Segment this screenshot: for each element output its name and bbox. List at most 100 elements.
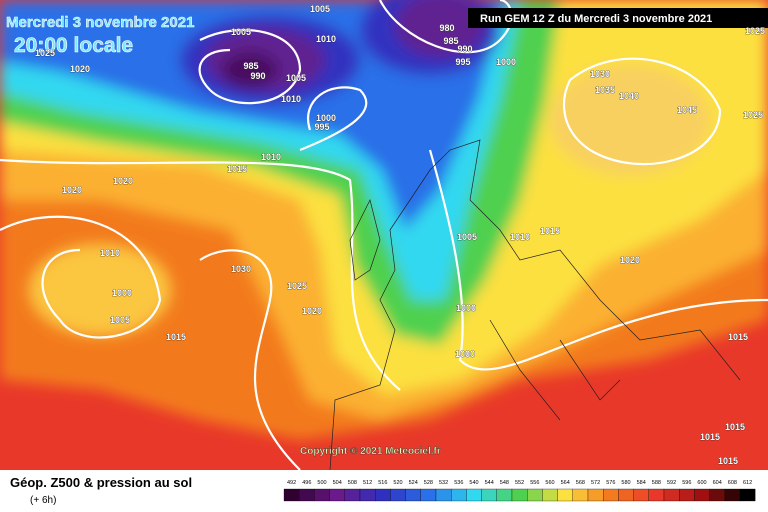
isobar-label: 1025 [745,26,765,36]
scale-label: 564 [561,480,570,486]
isobar-label: 1005 [110,315,130,325]
isobar-label: 1015 [700,432,720,442]
isobar-label: 980 [439,23,454,33]
coastlines [329,139,741,470]
date-label: Mercredi 3 novembre 2021 [6,14,194,31]
scale-cell [648,488,665,502]
isobar-label: 1010 [100,248,120,258]
scale-cell [724,488,741,502]
scale-label: 492 [287,480,296,486]
isobar-label: 990 [250,71,265,81]
isobar-label: 1025 [743,110,763,120]
isobar-label: 1020 [113,176,133,186]
scale-label: 548 [500,480,509,486]
isobar-label: 1000 [496,57,516,67]
scale-cell [390,488,406,502]
isobar-label: 1020 [70,64,90,74]
run-label: Run GEM 12 Z du Mercredi 3 novembre 2021 [480,13,712,25]
copyright: Copyright © 2021 Meteociel.fr [300,446,441,457]
isobar-label: 995 [455,57,470,67]
scale-cell [633,488,649,502]
isobar-label: 1025 [35,48,55,58]
scale-label: 516 [378,480,387,486]
footer-title: Géop. Z500 & pression au sol [10,475,192,490]
scale-cell [359,488,376,502]
isobar-label: 1015 [725,422,745,432]
isobar-label: 1005 [457,232,477,242]
isobar-label: 1010 [261,152,281,162]
isobar-label: 1015 [718,456,738,466]
scale-label: 560 [545,480,554,486]
scale-cell [435,488,452,502]
isobars [0,0,768,470]
scale-cell [694,488,710,502]
scale-label: 544 [485,480,494,486]
isobar-label: 1015 [227,164,247,174]
isobar-label: 1010 [281,94,301,104]
isobar-label: 1010 [316,34,336,44]
scale-cell [329,488,345,502]
scale-cell [557,488,573,502]
isobar-label: 1045 [677,105,697,115]
scale-cell [466,488,482,502]
scale-label: 500 [317,480,326,486]
scale-label: 496 [302,480,311,486]
scale-label: 520 [393,480,402,486]
scale-label: 576 [606,480,615,486]
scale-label: 588 [652,480,661,486]
scale-label: 612 [743,480,752,486]
scale-label: 592 [667,480,676,486]
isobar-label: 1015 [166,332,186,342]
scale-cell [299,488,315,502]
isobar-label: 990 [457,44,472,54]
scale-label: 556 [530,480,539,486]
isobar-label: 1020 [302,306,322,316]
field [0,0,768,470]
isobar-label: 985 [443,36,458,46]
scale-cell [405,488,421,502]
isobar-label: 1030 [231,264,251,274]
isobar-label: 1040 [619,91,639,101]
isobar-label: 1010 [510,232,530,242]
scale-label: 532 [439,480,448,486]
isobar-label: 1005 [231,27,251,37]
scale-label: 552 [515,480,524,486]
scale-cell [283,488,300,502]
scale-label: 508 [348,480,357,486]
isobar-label: 1000 [112,288,132,298]
footer-subtitle: (+ 6h) [30,495,56,506]
isobar-label: 1030 [590,69,610,79]
scale-cell [451,488,467,502]
isobar-label: 1005 [310,4,330,14]
isobar-label: 1005 [286,73,306,83]
isobar-label: 1015 [540,226,560,236]
scale-cell [587,488,604,502]
scale-cell [314,488,330,502]
scale-label: 580 [621,480,630,486]
isobar-label: 1025 [287,281,307,291]
isobar-label: 1020 [62,185,82,195]
scale-cell [739,488,756,502]
scale-cell [618,488,634,502]
scale-cell [527,488,543,502]
scale-label: 596 [682,480,691,486]
scale-label: 568 [576,480,585,486]
scale-label: 584 [637,480,646,486]
scale-label: 512 [363,480,372,486]
scale-cell [420,488,437,502]
scale-cell [481,488,497,502]
scale-cell [663,488,680,502]
scale-label: 536 [454,480,463,486]
isobar-label: 985 [243,61,258,71]
scale-label: 528 [424,480,433,486]
isobar-label: 1020 [620,255,640,265]
scale-label: 600 [697,480,706,486]
scale-cell [709,488,725,502]
run-box [468,8,768,28]
scale-cell [542,488,558,502]
isobar-label: 1035 [595,85,615,95]
scale-label: 524 [409,480,418,486]
isobar-label: 995 [314,122,329,132]
